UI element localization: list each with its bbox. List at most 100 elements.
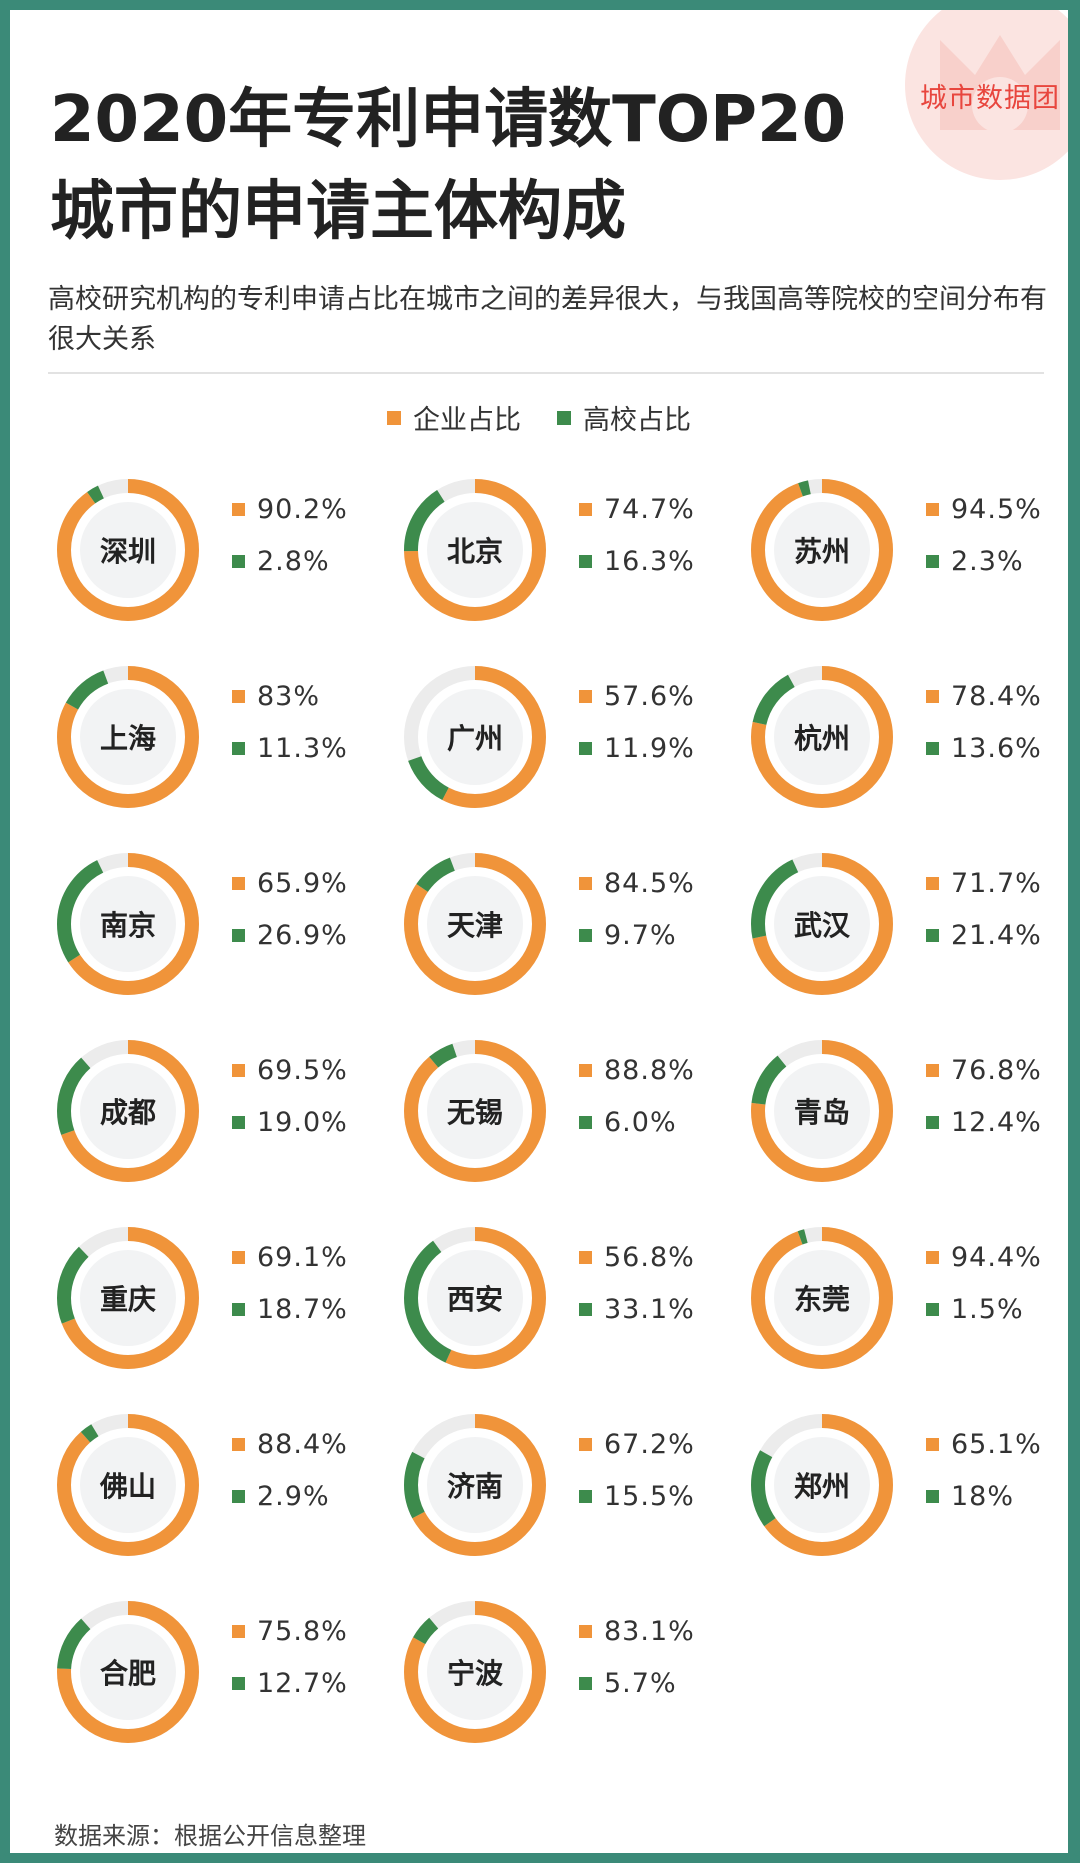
donut-center [80, 1624, 176, 1720]
university-share-label: 6.0% [604, 1107, 677, 1138]
brand-logo-icon [905, 10, 1068, 180]
enterprise-swatch [926, 877, 939, 890]
donut-chart [404, 1414, 546, 1556]
city-card: 青岛 76.8% 12.4% [742, 1031, 1068, 1191]
enterprise-arc [751, 666, 893, 808]
enterprise-swatch [579, 1064, 592, 1077]
city-card: 广州 57.6% 11.9% [395, 657, 735, 817]
city-name: 宁波 [446, 1657, 503, 1690]
university-arc [751, 853, 893, 995]
enterprise-share-label: 76.8% [951, 1055, 1042, 1086]
university-share-label: 11.3% [257, 733, 348, 764]
enterprise-value-row: 67.2% [579, 1429, 695, 1460]
university-swatch [232, 929, 245, 942]
enterprise-swatch [232, 1064, 245, 1077]
enterprise-swatch [926, 690, 939, 703]
enterprise-arc [57, 479, 199, 621]
university-arc [57, 853, 199, 995]
university-swatch [579, 929, 592, 942]
donut-chart [404, 1601, 546, 1743]
infographic-card: 城市数据团 2020年专利申请数TOP20 城市的申请主体构成 高校研究机构的专… [10, 10, 1068, 1853]
donut-chart [751, 853, 893, 995]
donut-center [774, 1063, 870, 1159]
enterprise-share-label: 67.2% [604, 1429, 695, 1460]
university-value-row: 13.6% [926, 733, 1042, 764]
donut-chart [57, 666, 199, 808]
city-card: 上海 83% 11.3% [48, 657, 388, 817]
enterprise-swatch [579, 503, 592, 516]
city-name: 佛山 [99, 1470, 156, 1503]
university-value-row: 26.9% [232, 920, 348, 951]
city-card: 无锡 88.8% 6.0% [395, 1031, 735, 1191]
city-name: 重庆 [99, 1283, 156, 1316]
enterprise-share-label: 94.5% [951, 494, 1042, 525]
university-share-label: 16.3% [604, 546, 695, 577]
university-share-label: 9.7% [604, 920, 677, 951]
enterprise-share-label: 83% [257, 681, 321, 712]
university-swatch [232, 742, 245, 755]
enterprise-swatch [579, 690, 592, 703]
enterprise-value-row: 56.8% [579, 1242, 695, 1273]
donut-center [774, 1250, 870, 1346]
university-share-label: 12.4% [951, 1107, 1042, 1138]
title-line-1: 2020年专利申请数TOP20 [50, 83, 847, 157]
enterprise-share-label: 69.1% [257, 1242, 348, 1273]
enterprise-share-label: 65.9% [257, 868, 348, 899]
enterprise-share-label: 75.8% [257, 1616, 348, 1647]
enterprise-swatch [232, 1438, 245, 1451]
enterprise-share-label: 83.1% [604, 1616, 695, 1647]
city-name: 合肥 [99, 1657, 156, 1690]
enterprise-arc [57, 666, 199, 808]
university-swatch [232, 1116, 245, 1129]
city-card: 杭州 78.4% 13.6% [742, 657, 1068, 817]
chart-legend: 企业占比 高校占比 [10, 398, 1068, 437]
enterprise-value-row: 65.9% [232, 868, 348, 899]
donut-chart [57, 1227, 199, 1369]
enterprise-arc [751, 1227, 893, 1369]
enterprise-swatch [232, 690, 245, 703]
enterprise-swatch [579, 1438, 592, 1451]
donut-center [80, 689, 176, 785]
donut-center [80, 1437, 176, 1533]
donut-chart [57, 1414, 199, 1556]
enterprise-swatch [579, 1625, 592, 1638]
enterprise-swatch [926, 503, 939, 516]
donut-center [427, 1250, 523, 1346]
enterprise-swatch [926, 1064, 939, 1077]
donut-chart [751, 1040, 893, 1182]
donut-center [427, 689, 523, 785]
university-arc [57, 1040, 199, 1182]
donut-chart [57, 479, 199, 621]
city-card: 天津 84.5% 9.7% [395, 844, 735, 1004]
enterprise-arc [404, 479, 546, 621]
city-card: 武汉 71.7% 21.4% [742, 844, 1068, 1004]
university-value-row: 9.7% [579, 920, 677, 951]
enterprise-share-label: 90.2% [257, 494, 348, 525]
donut-chart [57, 853, 199, 995]
legend-swatch-enterprise [387, 410, 401, 425]
university-value-row: 2.3% [926, 546, 1024, 577]
enterprise-value-row: 74.7% [579, 494, 695, 525]
enterprise-arc [57, 1040, 199, 1182]
enterprise-arc [404, 1040, 546, 1182]
city-name: 深圳 [99, 535, 156, 568]
city-name: 郑州 [793, 1470, 850, 1503]
university-value-row: 11.3% [232, 733, 348, 764]
university-value-row: 2.8% [232, 546, 330, 577]
enterprise-arc [751, 1414, 893, 1556]
enterprise-share-label: 84.5% [604, 868, 695, 899]
city-name: 无锡 [446, 1096, 503, 1129]
enterprise-swatch [232, 877, 245, 890]
donut-center [80, 502, 176, 598]
title-line-2: 城市的申请主体构成 [50, 175, 626, 249]
university-swatch [232, 1677, 245, 1690]
university-swatch [579, 1303, 592, 1316]
university-swatch [232, 555, 245, 568]
enterprise-share-label: 74.7% [604, 494, 695, 525]
enterprise-swatch [232, 503, 245, 516]
enterprise-swatch [579, 877, 592, 890]
university-share-label: 13.6% [951, 733, 1042, 764]
city-card: 佛山 88.4% 2.9% [48, 1405, 388, 1565]
university-arc [751, 1414, 893, 1556]
university-share-label: 19.0% [257, 1107, 348, 1138]
